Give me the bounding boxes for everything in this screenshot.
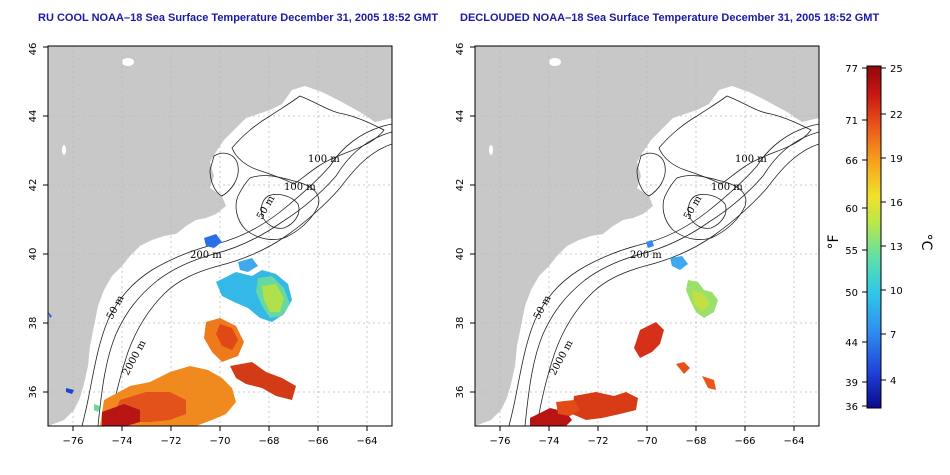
y-tick-label: 36 — [28, 386, 39, 399]
fahrenheit-ticks: 77 71 66 60 55 50 44 39 36 — [845, 64, 867, 413]
celsius-tick-label: 19 — [890, 154, 903, 165]
celsius-tick-label: 22 — [890, 110, 903, 121]
land-mass — [48, 46, 392, 426]
fahrenheit-tick-label: 44 — [845, 338, 858, 349]
celsius-tick-label: 7 — [890, 330, 896, 341]
fahrenheit-tick-label: 66 — [845, 156, 858, 167]
left-y-axis: 36 38 40 42 44 46 — [28, 43, 48, 399]
left-bathymetry-contours — [81, 95, 392, 426]
celsius-tick-label: 10 — [890, 286, 903, 297]
celsius-unit-label: °C — [918, 234, 934, 251]
fahrenheit-tick-label: 71 — [845, 116, 858, 127]
y-tick-label: 40 — [28, 248, 39, 261]
y-tick-label: 44 — [28, 110, 39, 123]
x-tick-label: −68 — [258, 436, 279, 447]
contour-label: 200 m — [190, 250, 222, 261]
fahrenheit-unit-label: °F — [826, 234, 842, 249]
x-tick-label: −70 — [209, 436, 230, 447]
celsius-tick-label: 25 — [890, 64, 903, 75]
left-gridlines — [48, 46, 392, 426]
x-tick-label: −74 — [111, 436, 132, 447]
x-tick-label: −76 — [62, 436, 83, 447]
y-tick-label: 46 — [28, 43, 39, 56]
x-tick-label: −64 — [356, 436, 377, 447]
celsius-ticks: 25 22 19 16 13 10 7 4 — [881, 64, 903, 387]
fahrenheit-tick-label: 77 — [845, 64, 858, 75]
fahrenheit-tick-label: 39 — [845, 378, 858, 389]
fahrenheit-tick-label: 60 — [845, 204, 858, 215]
fahrenheit-tick-label: 36 — [845, 402, 858, 413]
y-tick-label: 38 — [28, 317, 39, 330]
left-sst-overlay — [48, 234, 296, 426]
celsius-tick-label: 13 — [890, 242, 903, 253]
celsius-tick-label: 4 — [890, 376, 896, 387]
x-tick-label: −72 — [160, 436, 181, 447]
colorbar-gradient — [866, 65, 882, 409]
celsius-tick-label: 16 — [890, 198, 903, 209]
left-map-title: RU COOL NOAA–18 Sea Surface Temperature … — [38, 12, 439, 24]
contour-label: 100 m — [308, 154, 340, 165]
x-tick-label: −66 — [307, 436, 328, 447]
contour-label: 100 m — [284, 182, 316, 193]
y-tick-label: 42 — [28, 179, 39, 192]
fahrenheit-tick-label: 50 — [845, 288, 858, 299]
left-x-axis: −76 −74 −72 −70 −68 −66 −64 — [62, 426, 378, 447]
fahrenheit-tick-label: 55 — [845, 246, 858, 257]
right-map-title: DECLOUDED NOAA–18 Sea Surface Temperatur… — [460, 12, 880, 24]
temperature-colorbar: 77 71 66 60 55 50 44 39 36 25 22 19 16 1… — [826, 64, 934, 413]
